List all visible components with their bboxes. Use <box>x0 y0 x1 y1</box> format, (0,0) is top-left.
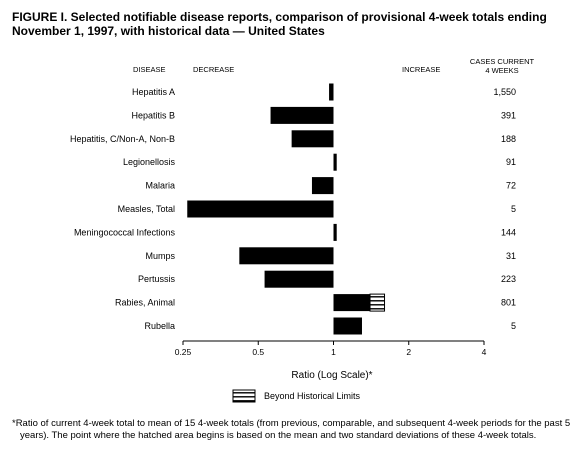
category-label: Legionellosis <box>123 157 176 167</box>
case-count: 72 <box>506 181 516 191</box>
x-tick-label: 2 <box>406 347 411 357</box>
case-count: 223 <box>501 274 516 284</box>
category-label: Rabies, Animal <box>115 298 175 308</box>
category-label: Hepatitis, C/Non-A, Non-B <box>70 134 175 144</box>
case-count: 31 <box>506 251 516 261</box>
x-axis-label: Ratio (Log Scale)* <box>291 370 372 381</box>
case-count: 188 <box>501 134 516 144</box>
bars-layer <box>187 83 386 335</box>
bar-beyond-limits <box>369 293 386 312</box>
header-cases-line2: 4 WEEKS <box>485 66 518 75</box>
bar <box>264 270 334 288</box>
case-count: 5 <box>511 321 516 331</box>
case-count: 144 <box>501 227 516 237</box>
category-label: Meningococcal Infections <box>74 227 176 237</box>
header-increase: INCREASE <box>402 65 440 74</box>
bar <box>333 153 337 171</box>
header-disease: DISEASE <box>133 65 166 74</box>
x-axis-ticks: 0.25 0.5 1 2 4 <box>175 341 487 357</box>
category-label: Measles, Total <box>118 204 175 214</box>
bar <box>270 106 334 124</box>
bar <box>311 177 334 195</box>
category-label: Malaria <box>145 181 175 191</box>
legend-swatch <box>232 389 256 403</box>
x-tick-label: 0.5 <box>252 347 264 357</box>
x-tick-label: 1 <box>331 347 336 357</box>
category-label: Pertussis <box>138 274 176 284</box>
case-counts: 1,550 391 188 91 72 5 144 31 223 801 5 <box>493 87 516 331</box>
bar <box>187 200 334 218</box>
x-tick-label: 4 <box>482 347 487 357</box>
bar <box>333 223 337 241</box>
bar <box>239 247 334 265</box>
bar <box>291 130 334 148</box>
x-tick-label: 0.25 <box>175 347 192 357</box>
case-count: 1,550 <box>493 87 516 97</box>
header-decrease: DECREASE <box>193 65 234 74</box>
category-label: Mumps <box>145 251 175 261</box>
category-label: Hepatitis A <box>132 87 175 97</box>
category-label: Hepatitis B <box>131 110 175 120</box>
category-label: Rubella <box>144 321 175 331</box>
bar <box>329 83 334 101</box>
case-count: 5 <box>511 204 516 214</box>
legend-label: Beyond Historical Limits <box>264 391 361 401</box>
case-count: 801 <box>501 298 516 308</box>
header-cases-line1: CASES CURRENT <box>470 57 535 66</box>
case-count: 391 <box>501 110 516 120</box>
figure-title: FIGURE I. Selected notifiable disease re… <box>12 10 547 38</box>
case-count: 91 <box>506 157 516 167</box>
footnote: *Ratio of current 4-week total to mean o… <box>12 418 571 441</box>
bar <box>333 317 362 335</box>
category-labels: Hepatitis A Hepatitis B Hepatitis, C/Non-A… <box>70 87 176 331</box>
